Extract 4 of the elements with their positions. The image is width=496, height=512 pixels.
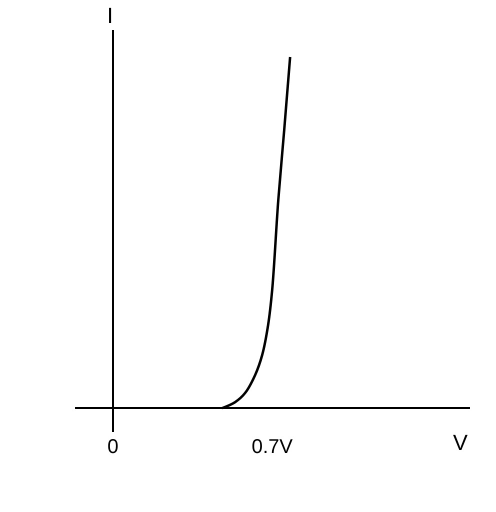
y-axis-title: I xyxy=(107,3,114,28)
x-tick-label: 0 xyxy=(107,436,119,458)
x-axis-title: V xyxy=(453,430,468,455)
x-tick-label: 0.7V xyxy=(252,436,294,458)
